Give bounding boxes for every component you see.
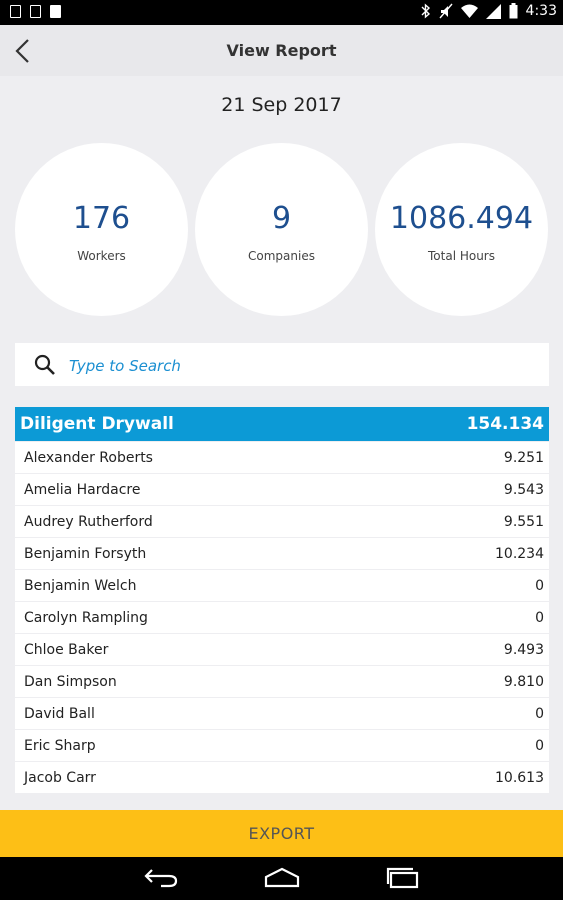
list-item[interactable]: Dan Simpson 9.810 (15, 666, 549, 697)
back-nav-icon[interactable] (143, 867, 179, 889)
company-group-header[interactable]: Diligent Drywall 154.134 (15, 407, 549, 441)
home-nav-icon[interactable] (263, 867, 301, 889)
worker-hours: 0 (535, 705, 544, 722)
stat-total-hours: 1086.494 Total Hours (375, 143, 548, 316)
worker-hours: 10.234 (495, 545, 544, 562)
stat-companies: 9 Companies (195, 143, 368, 316)
recents-nav-icon[interactable] (385, 867, 421, 889)
worker-hours: 10.613 (495, 769, 544, 786)
storage-notification-icon (50, 5, 61, 18)
stat-companies-label: Companies (248, 249, 315, 263)
image-notification-icon (30, 5, 41, 18)
list-item[interactable]: David Ball 0 (15, 698, 549, 729)
worker-name: Dan Simpson (24, 673, 117, 690)
stat-total-hours-value: 1086.494 (389, 201, 534, 236)
export-button[interactable]: EXPORT (0, 810, 563, 857)
stat-total-hours-label: Total Hours (428, 249, 495, 263)
worker-hours: 0 (535, 737, 544, 754)
stat-workers: 176 Workers (15, 143, 188, 316)
list-item[interactable]: Eric Sharp 0 (15, 730, 549, 761)
worker-name: Amelia Hardacre (24, 481, 141, 498)
mute-icon (439, 3, 453, 19)
list-item[interactable]: Chloe Baker 9.493 (15, 634, 549, 665)
worker-hours: 9.810 (503, 673, 544, 690)
clock-time: 4:33 (525, 3, 557, 19)
list-item[interactable]: Benjamin Forsyth 10.234 (15, 538, 549, 569)
battery-icon (509, 3, 518, 19)
worker-name: David Ball (24, 705, 95, 722)
worker-name: Alexander Roberts (24, 449, 153, 466)
list-item[interactable]: Carolyn Rampling 0 (15, 602, 549, 633)
worker-name: Eric Sharp (24, 737, 96, 754)
list-item[interactable]: Benjamin Welch 0 (15, 570, 549, 601)
company-total-hours: 154.134 (466, 414, 544, 434)
list-item[interactable]: Jacob Carr 10.613 (15, 762, 549, 793)
stat-companies-value: 9 (271, 201, 292, 236)
list-item[interactable]: Amelia Hardacre 9.543 (15, 474, 549, 505)
worker-hours-list: Diligent Drywall 154.134 Alexander Rober… (15, 407, 549, 793)
app-header: View Report (0, 25, 563, 76)
worker-hours: 0 (535, 609, 544, 626)
worker-hours: 0 (535, 577, 544, 594)
worker-hours: 9.543 (503, 481, 544, 498)
search-icon (34, 354, 55, 375)
signal-icon (485, 3, 501, 19)
search-bar (15, 343, 549, 386)
list-item[interactable]: Audrey Rutherford 9.551 (15, 506, 549, 537)
page-title: View Report (226, 41, 337, 60)
system-nav-bar (0, 857, 563, 900)
back-arrow-icon[interactable] (10, 36, 38, 66)
worker-hours: 9.251 (503, 449, 544, 466)
worker-name: Benjamin Welch (24, 577, 137, 594)
status-bar: 4:33 (0, 0, 563, 25)
worker-name: Carolyn Rampling (24, 609, 148, 626)
worker-name: Jacob Carr (24, 769, 96, 786)
worker-name: Benjamin Forsyth (24, 545, 147, 562)
worker-name: Audrey Rutherford (24, 513, 153, 530)
list-item[interactable]: Alexander Roberts 9.251 (15, 442, 549, 473)
report-date: 21 Sep 2017 (221, 94, 342, 116)
stat-workers-value: 176 (72, 201, 131, 236)
search-input[interactable] (67, 351, 541, 380)
stat-workers-label: Workers (77, 249, 126, 263)
worker-hours: 9.551 (503, 513, 544, 530)
bluetooth-icon (421, 3, 430, 19)
worker-hours: 9.493 (503, 641, 544, 658)
company-name: Diligent Drywall (20, 414, 174, 434)
worker-name: Chloe Baker (24, 641, 109, 658)
download-notification-icon (10, 5, 21, 18)
wifi-icon (460, 4, 478, 18)
